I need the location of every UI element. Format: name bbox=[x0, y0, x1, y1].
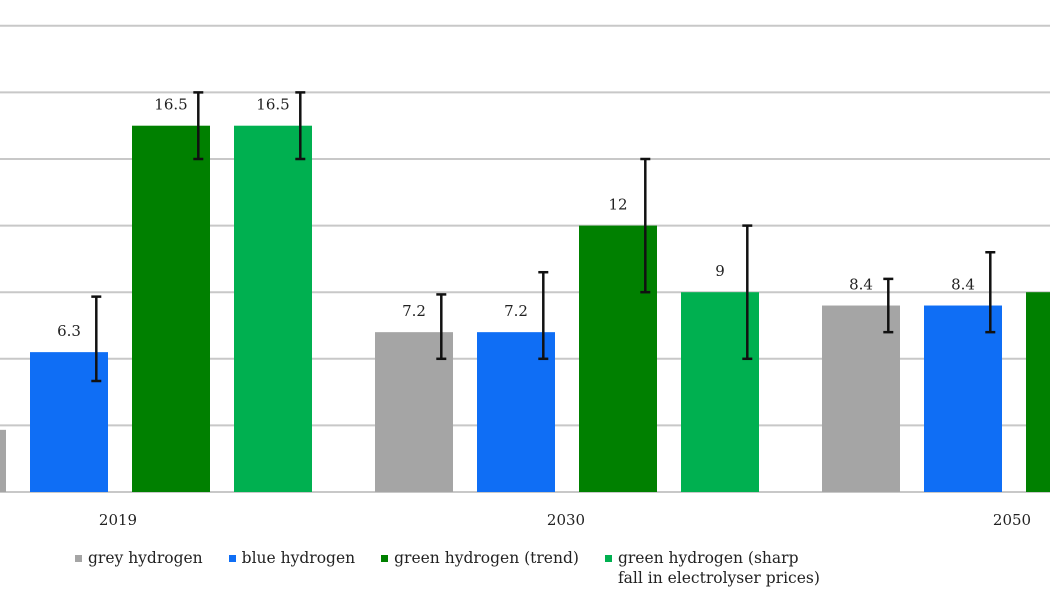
data-label: 8.4 bbox=[951, 276, 975, 294]
data-label: 16.5 bbox=[154, 96, 187, 114]
x-tick-label: 2030 bbox=[547, 511, 585, 529]
data-label: 16.5 bbox=[256, 96, 289, 114]
legend-label: green hydrogen (trend) bbox=[394, 549, 579, 567]
legend-label: blue hydrogen bbox=[241, 549, 356, 567]
legend-item: blue hydrogen bbox=[228, 548, 356, 568]
bars bbox=[0, 91, 1050, 492]
data-label: 8.4 bbox=[849, 276, 873, 294]
legend-label: green hydrogen (sharp fall in electrolys… bbox=[617, 549, 820, 587]
bar bbox=[132, 125, 210, 492]
bar bbox=[579, 225, 657, 492]
legend: grey hydrogen blue hydrogen green hydrogen… bbox=[75, 548, 846, 588]
legend-item: green hydrogen (trend) bbox=[381, 548, 579, 568]
bar bbox=[30, 352, 108, 492]
bar bbox=[0, 429, 6, 492]
data-label: 7.2 bbox=[402, 302, 426, 320]
legend-swatch bbox=[381, 555, 389, 562]
bar bbox=[924, 305, 1002, 492]
legend-label: grey hydrogen bbox=[88, 549, 203, 567]
legend-item: grey hydrogen bbox=[75, 548, 203, 568]
legend-item: green hydrogen (sharp fall in electrolys… bbox=[604, 548, 820, 588]
data-label: 12 bbox=[608, 196, 627, 214]
data-label: 6.3 bbox=[57, 322, 81, 340]
legend-swatch bbox=[75, 555, 82, 562]
bar bbox=[234, 125, 312, 492]
data-label: 9 bbox=[715, 262, 725, 280]
legend-swatch bbox=[604, 555, 612, 562]
x-tick-label: 2019 bbox=[99, 511, 137, 529]
bar bbox=[681, 292, 759, 492]
x-tick-label: 2050 bbox=[993, 511, 1031, 529]
legend-swatch bbox=[228, 555, 236, 562]
bar bbox=[1026, 292, 1050, 492]
data-labels: 7.2 8.4 6.3 7.2 8.4 16.5 12 16.5 9 bbox=[57, 96, 975, 340]
bar bbox=[822, 305, 900, 492]
data-label: 7.2 bbox=[504, 302, 528, 320]
x-axis-ticks: 2019 2030 2050 bbox=[99, 511, 1031, 529]
